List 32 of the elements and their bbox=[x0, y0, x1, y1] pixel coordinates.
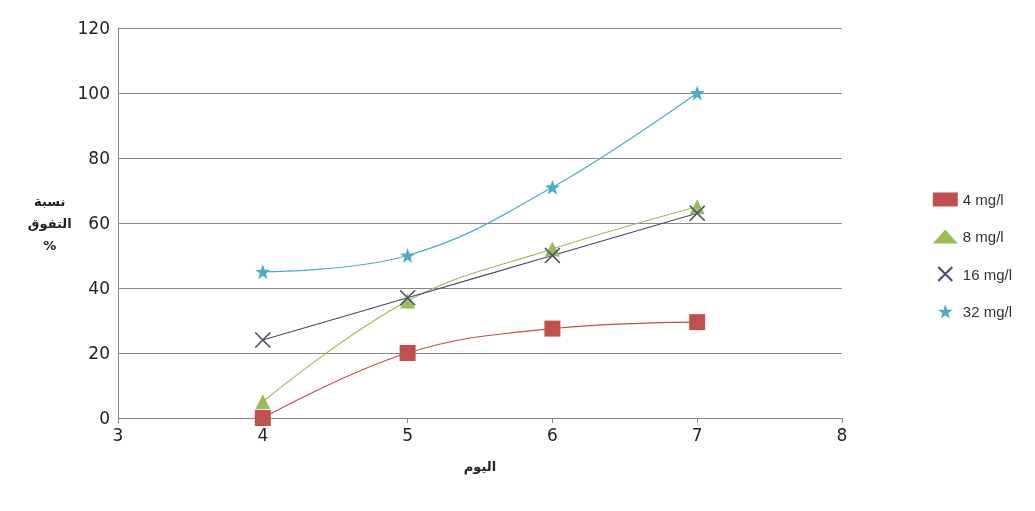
point bbox=[544, 179, 560, 195]
point bbox=[400, 248, 416, 263]
legend-label: 8 mg/l bbox=[962, 228, 1004, 245]
x-axis-title: اليوم bbox=[463, 459, 497, 475]
point bbox=[689, 314, 706, 331]
x-tick-label: 8 bbox=[836, 424, 848, 445]
point bbox=[254, 410, 271, 426]
point bbox=[544, 320, 561, 337]
y-axis-title: نسبة التفوق % bbox=[27, 193, 72, 253]
legend-label: 32 mg/l bbox=[962, 303, 1013, 320]
legend-label: 16 mg/l bbox=[962, 265, 1013, 283]
x-tick-label: 6 bbox=[546, 424, 558, 445]
point bbox=[255, 394, 271, 410]
x-tick-label: 3 bbox=[112, 424, 124, 445]
y-tick-label: 40 bbox=[88, 278, 110, 298]
x-tick-label: 4 bbox=[257, 424, 269, 445]
y-tick-label: 100 bbox=[77, 83, 110, 103]
point bbox=[254, 331, 272, 349]
y-tick-label: 20 bbox=[88, 343, 110, 363]
legend-label: 4 mg/l bbox=[962, 191, 1004, 208]
y-tick-label: 80 bbox=[88, 148, 110, 168]
point bbox=[399, 345, 416, 361]
point bbox=[688, 204, 706, 222]
x-tick-label: 7 bbox=[691, 424, 703, 445]
point bbox=[544, 247, 561, 264]
y-tick-label: 0 bbox=[99, 408, 110, 428]
point bbox=[255, 264, 271, 280]
y-tick-label: 60 bbox=[88, 213, 110, 233]
y-tick-label: 120 bbox=[77, 18, 110, 38]
x-tick-label: 5 bbox=[402, 424, 414, 445]
point bbox=[689, 85, 705, 101]
point bbox=[399, 289, 416, 307]
